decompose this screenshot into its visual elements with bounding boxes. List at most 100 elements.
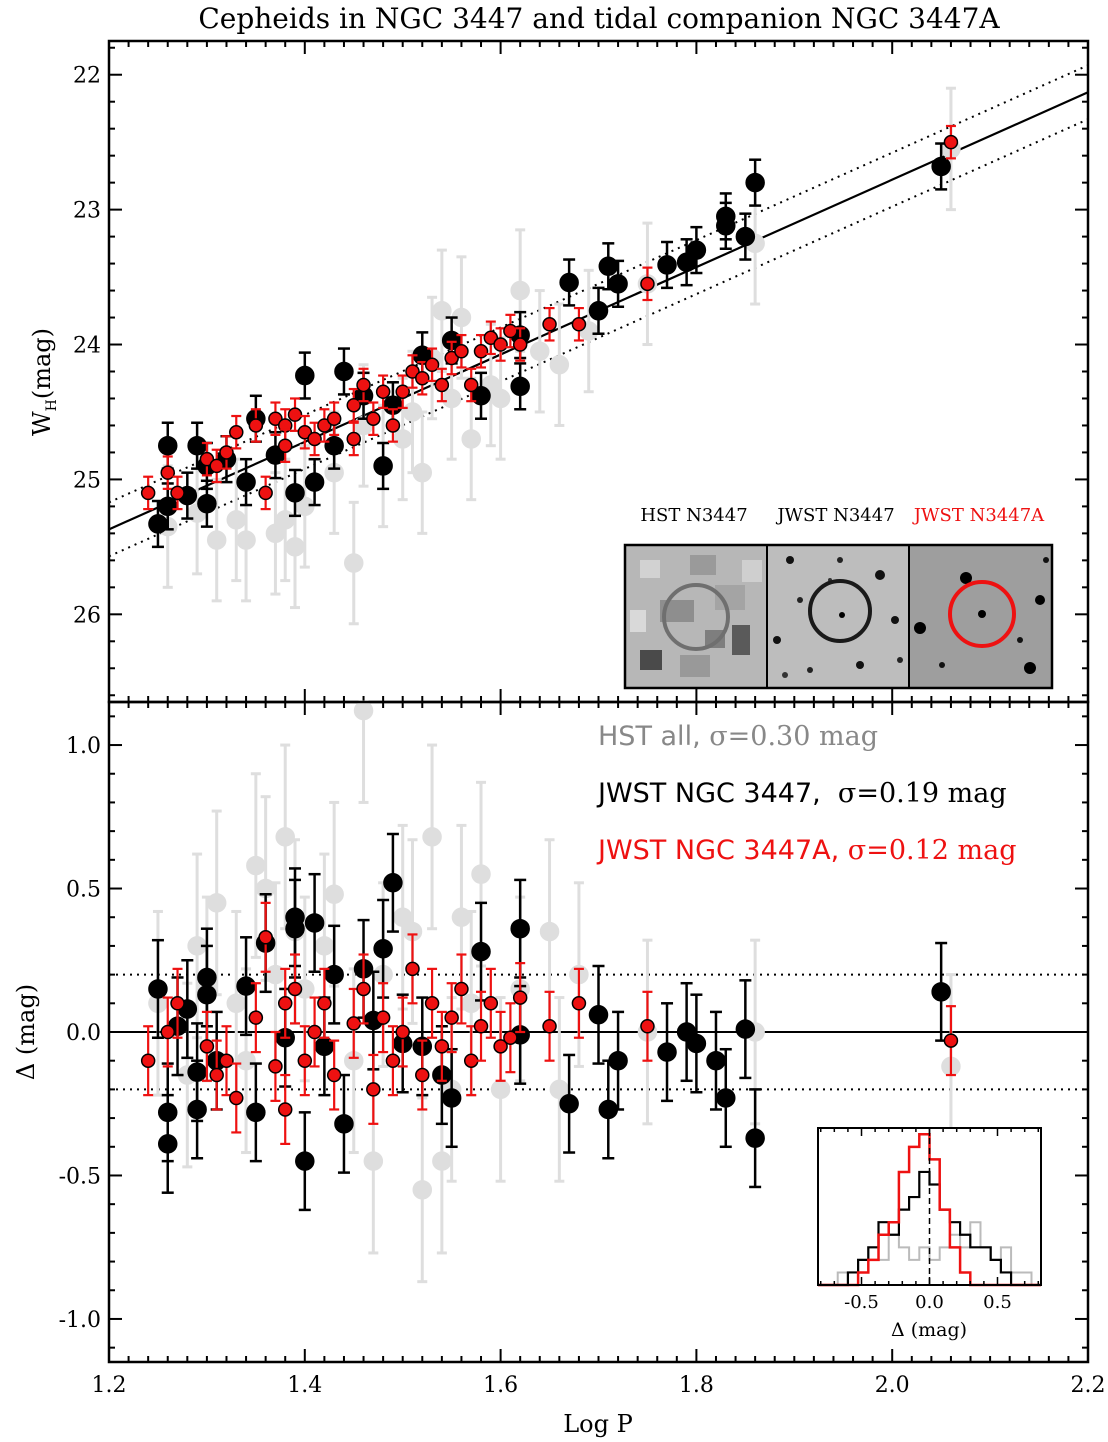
jwsta-point xyxy=(317,408,332,443)
hst-point xyxy=(392,823,413,1011)
jwst-point xyxy=(559,1053,579,1154)
jwst-point xyxy=(686,993,707,1094)
jwsta-point xyxy=(395,996,410,1068)
bottom-axes-ticks: 1.2 1.4 1.6 1.8 2.0 2.2 -1.0 -0.5 0.0 0.5 1.0 xyxy=(59,702,1106,1398)
jwst-point xyxy=(295,1111,315,1212)
hst-point xyxy=(530,289,550,414)
inset-label-jwst: JWST N3447 xyxy=(775,505,894,526)
jwsta-point xyxy=(542,990,557,1062)
jwsta-point xyxy=(463,367,479,403)
jwsta-point xyxy=(483,320,499,356)
jwst-point xyxy=(745,158,765,207)
jwst-point xyxy=(295,351,315,400)
y-tick-label: 0.0 xyxy=(66,1021,101,1046)
hst-point xyxy=(206,809,227,997)
jwsta-point xyxy=(160,455,175,490)
hst-point xyxy=(353,700,374,804)
x-tick-label: 1.4 xyxy=(287,1373,322,1398)
jwsta-point xyxy=(454,953,469,1025)
jwsta-point xyxy=(140,1025,156,1097)
jwsta-point xyxy=(473,333,489,369)
jwst-point xyxy=(931,941,951,1042)
legend-jwst: JWST NGC 3447, σ=0.19 mag xyxy=(596,778,1007,809)
hist-tick-label: 0.5 xyxy=(983,1292,1012,1313)
x-tick-label: 1.2 xyxy=(92,1373,127,1398)
hst-point xyxy=(344,500,364,626)
inset-label-jwsta: JWST N3447A xyxy=(912,505,1045,526)
jwst-point xyxy=(706,1010,726,1111)
jwsta-point xyxy=(209,1039,224,1111)
bottom-jwst-points xyxy=(148,832,951,1212)
jwsta-point xyxy=(317,967,332,1039)
jwsta-point xyxy=(160,996,175,1068)
jwst-point xyxy=(265,430,286,480)
jwsta-point xyxy=(424,347,440,383)
jwsta-point xyxy=(170,475,185,511)
jwsta-point xyxy=(405,354,420,389)
jwst-point xyxy=(236,936,256,1037)
jwsta-point xyxy=(170,967,185,1039)
legend-jwst-prefix: JWST NGC 3447, xyxy=(596,778,838,809)
hst-point xyxy=(549,996,570,1183)
y-tick-label: 24 xyxy=(73,334,101,359)
jwsta-point xyxy=(444,340,459,376)
legend: HST all, σ=0.30 mag JWST NGC 3447, σ=0.1… xyxy=(596,721,1017,866)
jwsta-point xyxy=(512,327,528,362)
hst-point xyxy=(206,477,227,603)
top-panel: 22 23 24 25 26 WH(mag) HST N3447 JWST N3447 … xyxy=(28,39,1090,704)
jwsta-point xyxy=(229,1062,244,1134)
hist-ticks: -0.5 0.0 0.5 xyxy=(819,1128,1040,1313)
jwsta-point xyxy=(140,475,156,511)
jwsta-point xyxy=(483,967,499,1039)
x-tick-label: 2.0 xyxy=(875,1373,910,1398)
jwsta-point xyxy=(277,1073,293,1146)
y-tick-label: 22 xyxy=(73,64,101,89)
x-tick-label: 1.6 xyxy=(483,1373,518,1398)
jwst-point xyxy=(373,441,393,491)
legend-hst-prefix: HST all, xyxy=(598,721,709,752)
top-jwsta-points xyxy=(140,124,959,511)
jwst-point xyxy=(334,347,354,396)
x-tick-label: 1.8 xyxy=(679,1373,714,1398)
jwst-point xyxy=(510,362,530,411)
jwst-point xyxy=(304,457,325,507)
jwsta-point xyxy=(571,967,587,1039)
jwst-point xyxy=(236,457,256,507)
jwsta-point xyxy=(454,333,469,369)
jwsta-point xyxy=(287,953,303,1025)
jwsta-point xyxy=(258,475,273,511)
top-ylabel-unit: (mag) xyxy=(28,328,56,399)
jwst-point xyxy=(441,1047,462,1149)
jwst-point xyxy=(471,371,491,420)
jwst-point xyxy=(686,225,707,275)
jwst-point xyxy=(334,1073,354,1174)
jwsta-point xyxy=(503,1002,518,1074)
jwsta-point xyxy=(415,360,430,396)
jwsta-point xyxy=(424,967,440,1039)
image-inset: HST N3447 JWST N3447 JWST N3447A xyxy=(623,505,1054,690)
jwsta-point xyxy=(346,387,361,423)
jwsta-point xyxy=(326,1039,342,1111)
y-tick-label: 23 xyxy=(73,199,101,224)
jwsta-point xyxy=(326,401,342,437)
jwst-point xyxy=(588,964,609,1065)
jwst-point xyxy=(285,468,305,518)
jwsta-point xyxy=(434,1010,450,1082)
hist-tick-label: -0.5 xyxy=(844,1292,879,1313)
top-jwst-points xyxy=(148,142,951,549)
jwsta-point xyxy=(512,962,528,1034)
jwst-point xyxy=(716,192,736,241)
legend-hst-sigma: σ=0.30 mag xyxy=(709,721,878,752)
top-hst-points xyxy=(157,86,961,626)
jwsta-point xyxy=(307,421,322,457)
hst-point xyxy=(246,772,266,959)
jwsta-point xyxy=(385,408,401,443)
jwsta-point xyxy=(943,124,959,160)
jwst-point xyxy=(931,142,951,191)
y-tick-label: -0.5 xyxy=(59,1164,101,1189)
jwsta-point xyxy=(375,374,391,410)
bottom-panel: 1.2 1.4 1.6 1.8 2.0 2.2 -1.0 -0.5 0.0 0.5 1.0 Δ (m… xyxy=(12,700,1106,1438)
histogram-inset: -0.5 0.0 0.5 Δ (mag) xyxy=(817,1127,1042,1341)
jwsta-point xyxy=(943,1005,959,1077)
y-tick-label: 25 xyxy=(73,468,101,493)
